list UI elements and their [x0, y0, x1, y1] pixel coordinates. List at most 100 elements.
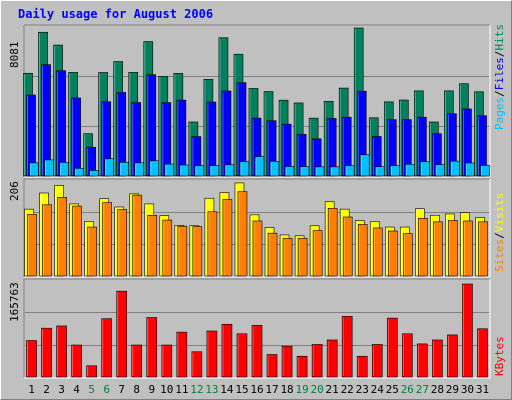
- sites-bar: [72, 205, 82, 277]
- sites-bar: [192, 226, 203, 277]
- kbytes-bar: [402, 333, 413, 378]
- kbytes-bar: [462, 283, 473, 378]
- hits-legend-entry: /: [493, 90, 506, 97]
- sites-bar: [267, 232, 278, 277]
- hits-ymax-label: 8081: [8, 42, 21, 69]
- sites-bar: [147, 214, 158, 277]
- sites-bar: [237, 191, 248, 277]
- day-label: 2: [43, 383, 50, 396]
- sites-bar: [117, 209, 128, 277]
- day-label: 6: [103, 383, 110, 396]
- kbytes-ymax-label: 165763: [8, 282, 21, 322]
- kbytes-bar: [71, 344, 82, 378]
- kbytes-bar: [356, 355, 368, 378]
- sites-bar: [162, 219, 173, 277]
- kbytes-bar: [221, 323, 233, 378]
- hits-legend-entry: /: [493, 51, 506, 58]
- kbytes-bar: [101, 318, 112, 378]
- sites-bar: [42, 204, 52, 277]
- day-label: 24: [371, 383, 385, 396]
- sites-bar: [282, 238, 293, 277]
- sites-bar: [342, 216, 353, 277]
- day-label: 17: [265, 383, 278, 396]
- sites-bar: [403, 233, 413, 277]
- visits-ymax-label: 206: [8, 181, 21, 201]
- kbytes-bar: [86, 365, 97, 378]
- kbytes-bar: [26, 340, 37, 378]
- day-label: 26: [401, 383, 414, 396]
- hits-legend-entry: Hits: [493, 24, 506, 51]
- sites-bar: [463, 220, 473, 277]
- visits-legend: Sites/Visits: [493, 193, 506, 273]
- day-label: 30: [461, 383, 474, 396]
- kbytes-legend-entry: KBytes: [493, 336, 506, 376]
- kbytes-legend: KBytes: [493, 336, 506, 376]
- kbytes-bar: [386, 317, 398, 378]
- sites-bar: [87, 226, 97, 277]
- day-label: 8: [133, 383, 140, 396]
- kbytes-bar: [206, 330, 218, 378]
- sites-bar: [27, 214, 37, 277]
- kbytes-bar: [266, 354, 278, 378]
- kbytes-bar: [296, 355, 308, 378]
- hits-legend: Pages/Files/Hits: [493, 24, 506, 130]
- day-label: 25: [386, 383, 399, 396]
- kbytes-bar: [56, 325, 67, 378]
- kbytes-bar: [281, 345, 293, 378]
- hits-legend-entry: Pages: [493, 97, 506, 130]
- kbytes-bar: [447, 334, 458, 378]
- day-label: 12: [190, 383, 203, 396]
- kbytes-bar: [432, 339, 443, 378]
- sites-bar: [102, 202, 112, 277]
- sites-bar: [252, 220, 263, 277]
- sites-bar: [387, 230, 398, 277]
- sites-bar: [177, 225, 188, 277]
- day-label: 7: [118, 383, 125, 396]
- pages-bar: [480, 165, 490, 177]
- day-label: 28: [431, 383, 444, 396]
- kbytes-bar: [326, 339, 338, 378]
- day-label: 29: [446, 383, 459, 396]
- sites-bar: [312, 230, 323, 277]
- kbytes-bar: [417, 343, 428, 378]
- visits-legend-entry: Visits: [493, 193, 506, 233]
- sites-bar: [297, 238, 308, 277]
- day-label: 22: [341, 383, 354, 396]
- day-label: 19: [295, 383, 308, 396]
- sites-bar: [132, 194, 143, 277]
- day-label: 10: [160, 383, 173, 396]
- kbytes-bar: [116, 290, 128, 378]
- day-label: 3: [58, 383, 65, 396]
- kbytes-bar: [477, 328, 488, 378]
- day-label: 31: [476, 383, 489, 396]
- day-label: 16: [250, 383, 263, 396]
- day-label: 14: [220, 383, 234, 396]
- kbytes-bar: [176, 331, 188, 378]
- day-label: 5: [88, 383, 95, 396]
- sites-bar: [448, 220, 458, 277]
- kbytes-bar: [191, 351, 203, 378]
- sites-bar: [372, 227, 383, 277]
- sites-bar: [327, 207, 338, 277]
- kbytes-bar: [236, 333, 248, 378]
- sites-bar: [418, 218, 428, 277]
- day-label: 20: [311, 383, 324, 396]
- day-label: 1: [28, 383, 35, 396]
- sites-bar: [433, 221, 443, 277]
- kbytes-bar: [251, 325, 263, 378]
- chart-title: Daily usage for August 2006: [18, 7, 214, 21]
- sites-bar: [222, 199, 233, 277]
- sites-bar: [57, 197, 67, 277]
- day-label: 15: [235, 383, 248, 396]
- sites-bar: [357, 224, 368, 277]
- day-label: 18: [280, 383, 293, 396]
- kbytes-bar: [131, 344, 143, 378]
- day-label: 4: [73, 383, 80, 396]
- kbytes-bar: [341, 316, 353, 378]
- day-label: 11: [175, 383, 188, 396]
- sites-bar: [207, 211, 218, 277]
- hits-legend-entry: Files: [493, 57, 506, 90]
- sites-bar: [478, 221, 488, 277]
- visits-legend-entry: Sites: [493, 239, 506, 272]
